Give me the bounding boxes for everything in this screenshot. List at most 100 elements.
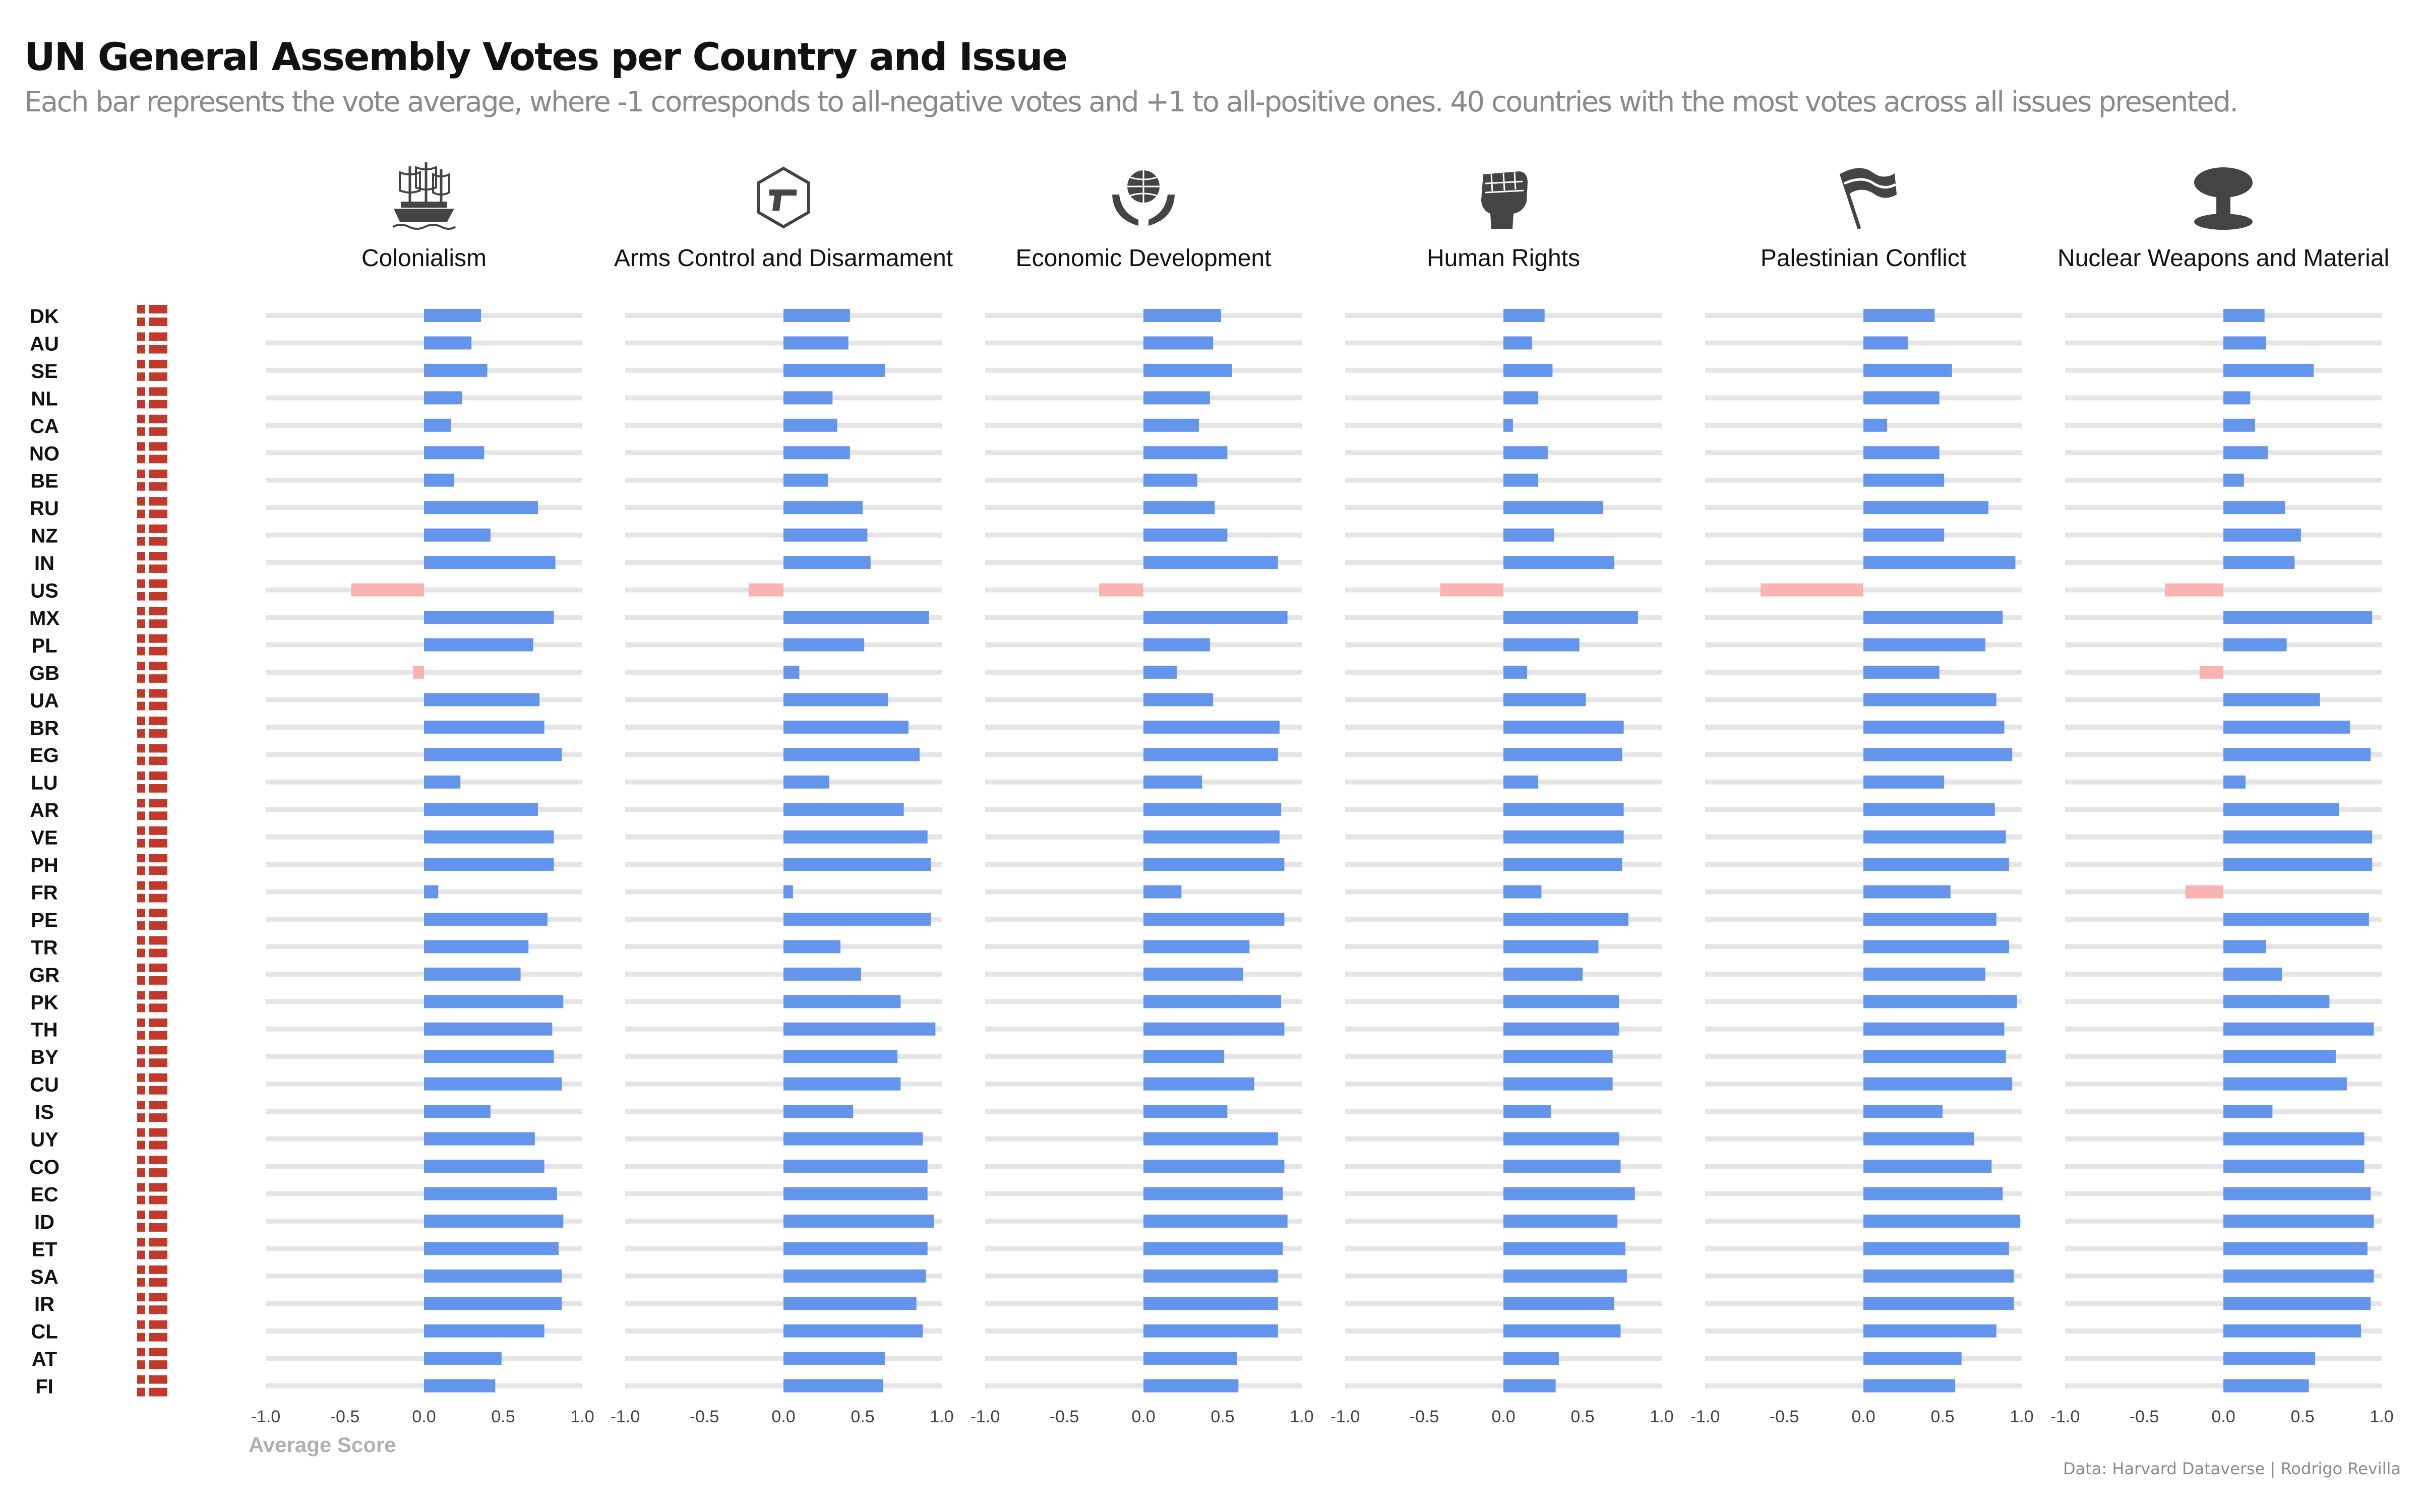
x-tick-label: 0.5 [1570, 1407, 1594, 1426]
country-label-cu: CU [30, 1074, 59, 1096]
country-label-id: ID [34, 1211, 54, 1233]
bar-dk-3 [1503, 309, 1545, 322]
bar-ru-0 [424, 501, 538, 515]
bar-ve-0 [424, 830, 554, 844]
bar-ca-5 [2223, 418, 2255, 432]
country-label-th: TH [31, 1019, 57, 1041]
flag-icon-pk [137, 991, 167, 1013]
bar-in-2 [1143, 556, 1278, 570]
flag-icon [1841, 168, 1897, 229]
bar-eg-0 [424, 748, 562, 762]
flag-icon-by [137, 1046, 167, 1067]
bar-cl-3 [1503, 1324, 1621, 1338]
bar-no-5 [2223, 446, 2268, 460]
bar-lu-1 [783, 775, 830, 789]
x-tick-label: 0.0 [412, 1407, 436, 1426]
flag-icon-pl [137, 634, 167, 656]
country-label-gb: GB [29, 662, 59, 684]
bar-ve-2 [1143, 830, 1280, 844]
bar-lu-0 [424, 775, 461, 789]
bar-ru-2 [1143, 501, 1215, 515]
bar-no-1 [783, 446, 850, 460]
panel-title-4: Palestinian Conflict [1761, 245, 1966, 272]
flag-icon-eg [137, 744, 167, 766]
flag-icon-gr [137, 963, 167, 985]
bar-lu-4 [1863, 775, 1945, 789]
bar-ca-0 [424, 418, 451, 432]
bar-th-2 [1143, 1022, 1285, 1036]
x-tick-label: -0.5 [1050, 1407, 1079, 1426]
bar-pe-0 [424, 912, 548, 926]
bar-eg-4 [1863, 748, 2013, 762]
bar-co-0 [424, 1159, 544, 1173]
bar-ve-1 [783, 830, 928, 844]
bar-ar-3 [1503, 803, 1624, 816]
x-tick-label: 0.0 [771, 1407, 795, 1426]
flag-icon-se [137, 359, 167, 381]
country-label-mx: MX [29, 607, 59, 629]
country-label-is: IS [35, 1101, 54, 1123]
bar-nz-0 [424, 528, 491, 542]
country-label-uy: UY [30, 1129, 58, 1151]
bar-tr-4 [1863, 940, 2009, 954]
country-label-ca: CA [30, 415, 59, 437]
bar-id-3 [1503, 1214, 1618, 1228]
country-label-ru: RU [30, 497, 59, 520]
flag-icon-ph [137, 854, 167, 875]
bar-uy-5 [2223, 1132, 2365, 1146]
country-label-tr: TR [31, 936, 57, 959]
gun-icon [758, 168, 809, 227]
bar-ec-3 [1503, 1187, 1635, 1201]
flag-icon-lu [137, 771, 167, 793]
bar-in-5 [2223, 556, 2295, 570]
bar-no-2 [1143, 446, 1228, 460]
country-label-fr: FR [31, 881, 57, 904]
bar-ca-4 [1863, 418, 1888, 432]
country-label-gr: GR [29, 964, 59, 986]
bar-co-2 [1143, 1159, 1285, 1173]
flag-icon-mx [137, 606, 167, 628]
bar-at-5 [2223, 1352, 2316, 1365]
bar-se-2 [1143, 363, 1232, 377]
bar-ua-3 [1503, 693, 1586, 707]
bar-be-5 [2223, 473, 2244, 487]
x-tick-label: -1.0 [251, 1407, 281, 1426]
bar-au-5 [2223, 336, 2266, 350]
x-tick-label: 0.5 [851, 1407, 874, 1426]
bar-tr-0 [424, 940, 529, 954]
flag-icon-ru [137, 497, 167, 519]
bar-ru-1 [783, 501, 863, 515]
bar-br-1 [783, 720, 909, 734]
bar-ph-5 [2223, 858, 2373, 871]
x-tick-label: -1.0 [971, 1407, 1000, 1426]
bar-sa-4 [1863, 1269, 2014, 1283]
bar-br-5 [2223, 720, 2350, 734]
x-tick-label: -1.0 [611, 1407, 640, 1426]
flag-icon-tr [137, 936, 167, 958]
bar-ve-3 [1503, 830, 1624, 844]
bar-eg-2 [1143, 748, 1278, 762]
bar-fi-0 [424, 1379, 496, 1393]
bar-no-3 [1503, 446, 1548, 460]
bar-gb-2 [1143, 665, 1177, 679]
bar-ua-5 [2223, 693, 2320, 707]
country-label-pk: PK [30, 991, 58, 1014]
flag-icon-th [137, 1018, 167, 1040]
bar-ec-2 [1143, 1187, 1283, 1201]
bar-in-4 [1863, 556, 2016, 570]
bar-ru-3 [1503, 501, 1603, 515]
bar-mx-1 [783, 610, 929, 624]
bar-se-4 [1863, 363, 1952, 377]
bar-et-5 [2223, 1242, 2368, 1255]
bar-cu-1 [783, 1077, 901, 1091]
bar-ca-2 [1143, 418, 1199, 432]
bar-nl-3 [1503, 391, 1539, 405]
country-label-co: CO [29, 1156, 59, 1178]
bar-ca-1 [783, 418, 837, 432]
flag-icon-cu [137, 1073, 167, 1095]
bar-at-4 [1863, 1352, 1962, 1365]
bar-tr-5 [2223, 940, 2266, 954]
panel-title-3: Human Rights [1427, 245, 1580, 272]
bar-sa-1 [783, 1269, 926, 1283]
